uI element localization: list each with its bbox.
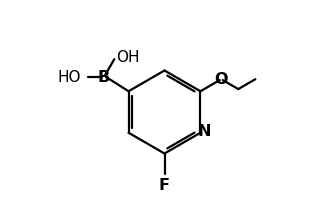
Text: B: B	[98, 69, 110, 84]
Text: OH: OH	[116, 50, 139, 65]
Text: F: F	[159, 178, 170, 193]
Text: O: O	[215, 72, 228, 87]
Text: HO: HO	[58, 69, 81, 84]
Text: N: N	[198, 124, 211, 139]
